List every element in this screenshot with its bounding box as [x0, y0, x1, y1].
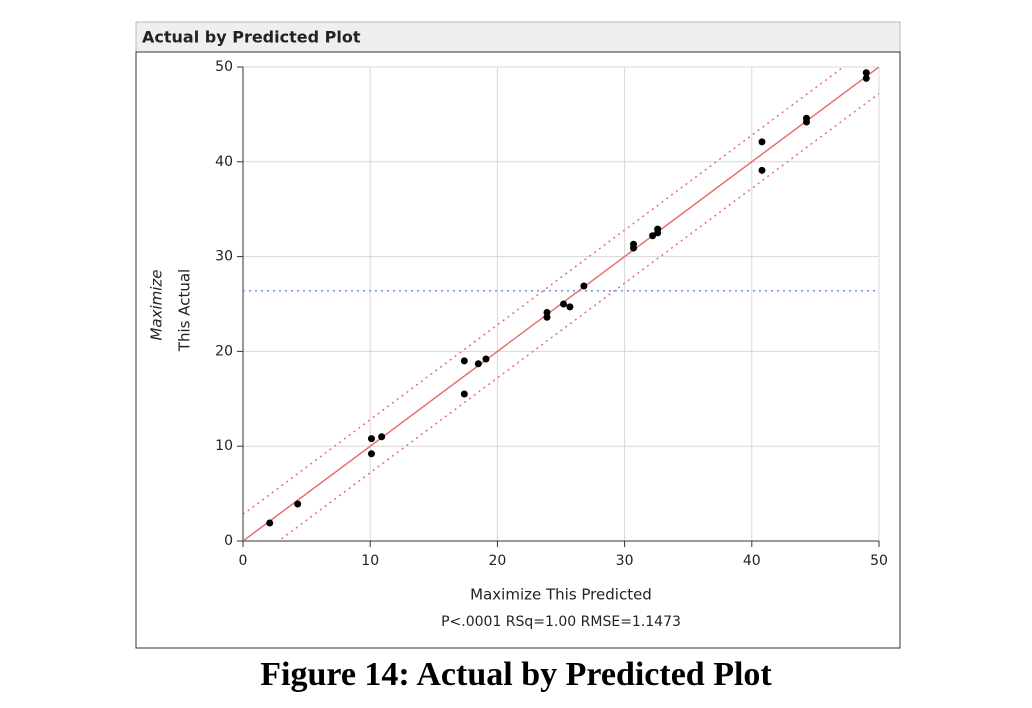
- point: [474, 360, 482, 368]
- point: [543, 313, 551, 321]
- panel-title: Actual by Predicted Plot: [142, 28, 361, 47]
- x-tick-label: 40: [743, 553, 761, 569]
- panel-header: [135, 21, 901, 53]
- x-tick-label: 30: [616, 553, 634, 569]
- figure-caption: Figure 14: Actual by Predicted Plot: [260, 656, 772, 693]
- point: [802, 118, 810, 126]
- point: [367, 435, 375, 443]
- point: [367, 450, 375, 458]
- point: [460, 390, 468, 398]
- y-tick-label: 0: [224, 533, 233, 549]
- point: [862, 69, 870, 77]
- y-tick-label: 50: [215, 59, 233, 75]
- point: [758, 166, 766, 174]
- x-tick-label: 10: [361, 553, 379, 569]
- point: [460, 357, 468, 365]
- y-tick-label: 20: [215, 343, 233, 359]
- point: [580, 282, 588, 290]
- point: [862, 74, 870, 82]
- x-tick-label: 20: [488, 553, 506, 569]
- stats-annotation: P<.0001 RSq=1.00 RMSE=1.1473: [441, 614, 681, 630]
- point: [649, 232, 657, 240]
- point: [758, 138, 766, 146]
- y-tick-label: 40: [215, 154, 233, 170]
- confidence-band: [243, 67, 845, 516]
- point: [482, 355, 490, 363]
- point: [560, 300, 568, 308]
- point: [566, 303, 574, 311]
- y-axis-label: This Actual: [176, 269, 194, 352]
- x-axis-label: Maximize This Predicted: [470, 586, 652, 604]
- point: [266, 519, 274, 527]
- confidence-band: [277, 92, 879, 541]
- x-tick-label: 0: [239, 553, 248, 569]
- point: [654, 229, 662, 237]
- point: [630, 244, 638, 252]
- point: [378, 433, 386, 441]
- y-tick-label: 30: [215, 249, 233, 265]
- y-axis-label: Maximize: [148, 269, 166, 340]
- x-tick-label: 50: [870, 553, 888, 569]
- point: [294, 500, 302, 508]
- y-tick-label: 10: [215, 438, 233, 454]
